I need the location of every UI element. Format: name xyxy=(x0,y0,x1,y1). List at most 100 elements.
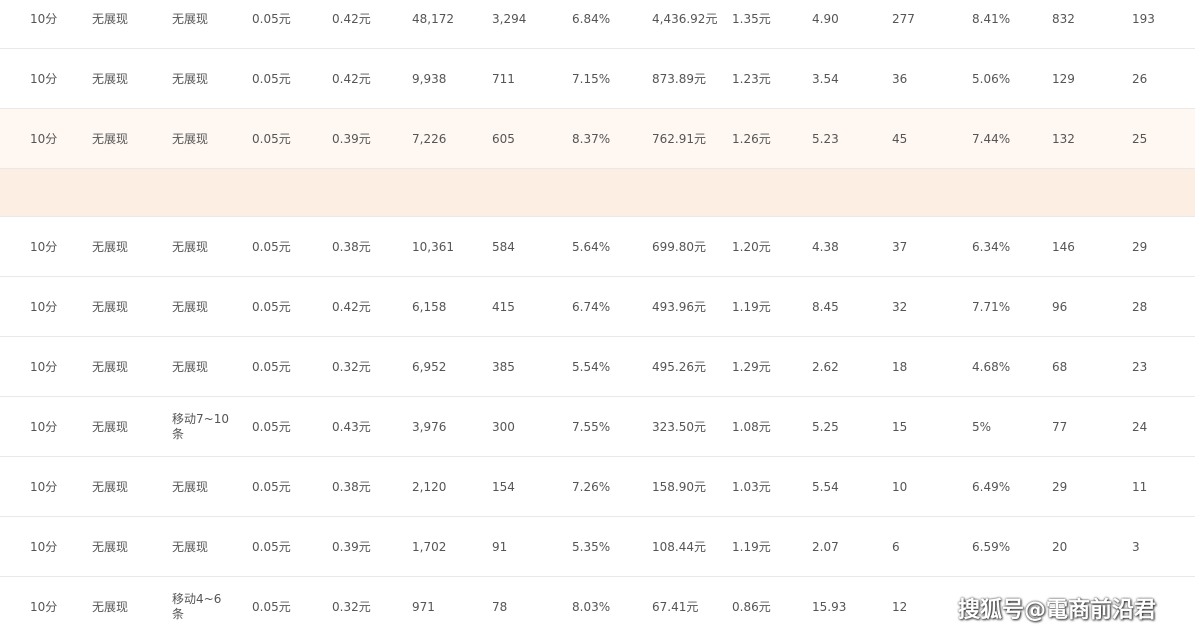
table-cell: 1.29元 xyxy=(732,359,771,374)
table-cell: 6.74% xyxy=(572,299,611,314)
table-cell: 无展现 xyxy=(172,131,209,146)
table-cell: 3,294 xyxy=(492,11,527,26)
table-cell: 无展现 xyxy=(92,599,129,614)
table-cell: 7.71% xyxy=(972,299,1011,314)
table-cell: 91 xyxy=(492,539,508,554)
table-cell: 无展现 xyxy=(172,299,209,314)
table-cell: 0.05元 xyxy=(252,71,291,86)
table-cell: 0.39元 xyxy=(332,539,371,554)
table-cell: 0.42元 xyxy=(332,11,371,26)
table-cell: 0.39元 xyxy=(332,131,371,146)
table-cell: 0.42元 xyxy=(332,299,371,314)
table-row: 10分 无展现 移动7~10条 0.05元 0.43元 3,976 300 7.55% 323.… xyxy=(0,397,1195,457)
table-row: 10分 无展现 无展现 0.05元 0.42元 48,172 3,294 6.84% 4,436… xyxy=(0,0,1195,49)
table-cell: 5.06% xyxy=(972,71,1011,86)
table-cell: 48,172 xyxy=(412,11,454,26)
table-row: 10分 无展现 无展现 0.05元 0.42元 6,158 415 6.74% 493.96元 1… xyxy=(0,277,1195,337)
table-cell: 37 xyxy=(892,239,908,254)
table-cell: 36 xyxy=(892,71,908,86)
table-cell: 无展现 xyxy=(172,71,209,86)
table-cell: 3 xyxy=(1132,539,1140,554)
table-cell: 3,976 xyxy=(412,419,447,434)
table-cell: 8.45 xyxy=(812,299,839,314)
table-cell: 129 xyxy=(1052,71,1075,86)
table-cell: 28 xyxy=(1132,299,1148,314)
table-cell: 5% xyxy=(972,419,992,434)
table-cell: 无展现 xyxy=(92,299,129,314)
table-cell: 7.55% xyxy=(572,419,611,434)
table-cell: 1,702 xyxy=(412,539,447,554)
table-cell: 158.90元 xyxy=(652,479,706,494)
table-cell: 832 xyxy=(1052,11,1075,26)
table-cell: 762.91元 xyxy=(652,131,706,146)
table-cell: 3.54 xyxy=(812,71,839,86)
table-cell: 10分 xyxy=(30,359,58,374)
table-cell: 2.07 xyxy=(812,539,839,554)
table-cell: 15.93 xyxy=(812,599,847,614)
table-row: 10分 无展现 无展现 0.05元 0.39元 1,702 91 5.35% 108.44元 1.… xyxy=(0,517,1195,577)
table-cell: 1.35元 xyxy=(732,11,771,26)
table-cell: 6 xyxy=(892,539,900,554)
table-cell: 5.35% xyxy=(572,539,611,554)
table-cell: 1.26元 xyxy=(732,131,771,146)
table-cell: 10分 xyxy=(30,479,58,494)
table-cell: 1.20元 xyxy=(732,239,771,254)
table-cell: 5.23 xyxy=(812,131,839,146)
table-cell: 0.05元 xyxy=(252,539,291,554)
table-cell: 无展现 xyxy=(92,239,129,254)
table-cell: 无展现 xyxy=(172,239,209,254)
watermark: 搜狐号@電商前沿君 xyxy=(958,598,1157,623)
table-cell: 无展现 xyxy=(172,359,209,374)
table-cell: 无展现 xyxy=(92,359,129,374)
table-cell: 2,120 xyxy=(412,479,447,494)
table-cell: 2.62 xyxy=(812,359,839,374)
table-cell: 0.38元 xyxy=(332,479,371,494)
table-cell: 10分 xyxy=(30,131,58,146)
table-cell: 0.86元 xyxy=(732,599,771,614)
table-cell: 无展现 xyxy=(92,539,129,554)
table-cell: 6.59% xyxy=(972,539,1011,554)
table-cell: 4.38 xyxy=(812,239,839,254)
table-cell: 68 xyxy=(1052,359,1068,374)
table-cell: 873.89元 xyxy=(652,71,706,86)
table-cell: 1.23元 xyxy=(732,71,771,86)
table-cell: 0.43元 xyxy=(332,419,371,434)
table-cell: 711 xyxy=(492,71,515,86)
table-cell: 277 xyxy=(892,11,915,26)
table-cell: 584 xyxy=(492,239,515,254)
table-cell: 0.05元 xyxy=(252,131,291,146)
table-cell: 0.32元 xyxy=(332,359,371,374)
table-cell: 4.90 xyxy=(812,11,839,26)
table-cell: 4,436.92元 xyxy=(652,11,718,26)
table-cell: 0.05元 xyxy=(252,299,291,314)
table-cell: 10分 xyxy=(30,11,58,26)
table-cell: 10分 xyxy=(30,539,58,554)
table-cell: 移动4~6条 xyxy=(172,592,222,621)
table-cell: 无展现 xyxy=(92,71,129,86)
table-cell: 无展现 xyxy=(92,479,129,494)
table-cell: 15 xyxy=(892,419,908,434)
table-cell: 0.05元 xyxy=(252,239,291,254)
table-cell: 移动7~10条 xyxy=(172,412,229,441)
table-cell: 495.26元 xyxy=(652,359,706,374)
table-cell: 无展现 xyxy=(92,419,129,434)
table-cell: 96 xyxy=(1052,299,1068,314)
table-cell: 45 xyxy=(892,131,908,146)
table-cell: 0.32元 xyxy=(332,599,371,614)
table-cell: 4.68% xyxy=(972,359,1011,374)
table-cell: 18 xyxy=(892,359,908,374)
table-cell: 7.15% xyxy=(572,71,611,86)
highlight-spacer xyxy=(0,169,1195,217)
table-cell: 10分 xyxy=(30,71,58,86)
table-cell: 20 xyxy=(1052,539,1068,554)
table-cell: 12 xyxy=(892,599,908,614)
table-cell: 无展现 xyxy=(92,11,129,26)
table-cell: 29 xyxy=(1132,239,1148,254)
table-row: 10分 无展现 无展现 0.05元 0.38元 10,361 584 5.64% 699.80元… xyxy=(0,217,1195,277)
table-cell: 10,361 xyxy=(412,239,454,254)
table-cell: 7.26% xyxy=(572,479,611,494)
table-cell: 5.64% xyxy=(572,239,611,254)
table-cell: 10分 xyxy=(30,299,58,314)
table-row: 10分 无展现 无展现 0.05元 0.32元 6,952 385 5.54% 495.26元 1… xyxy=(0,337,1195,397)
table-cell: 无展现 xyxy=(172,479,209,494)
